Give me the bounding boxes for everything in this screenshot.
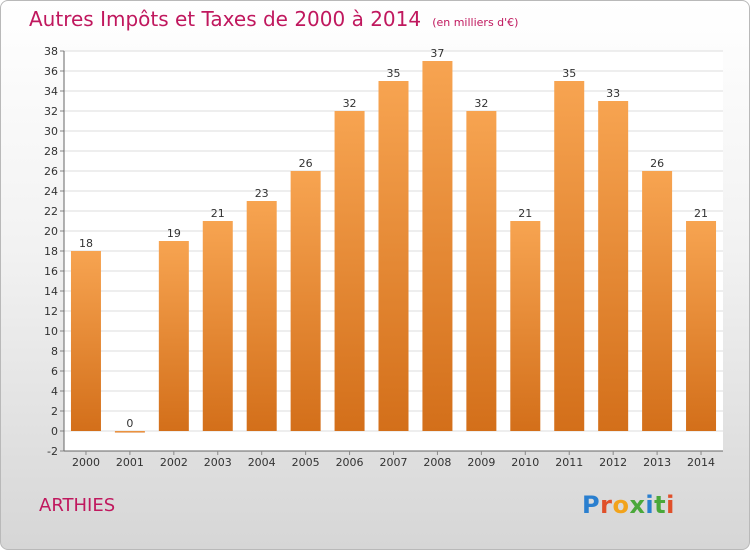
bar-value-label: 26 — [299, 157, 313, 170]
bar — [378, 81, 409, 431]
y-tick-label: 22 — [44, 205, 58, 218]
x-tick-label: 2003 — [204, 456, 232, 469]
y-tick-label: 34 — [44, 85, 58, 98]
y-tick-label: 32 — [44, 105, 58, 118]
bar-value-label: 35 — [562, 67, 576, 80]
bar-value-label: 21 — [211, 207, 225, 220]
y-tick-label: 36 — [44, 65, 58, 78]
bar — [642, 171, 673, 431]
x-tick-label: 2005 — [292, 456, 320, 469]
bar-value-label: 33 — [606, 87, 620, 100]
logo-letter: o — [612, 491, 630, 519]
bar — [114, 431, 145, 433]
logo-letter: i — [666, 491, 675, 519]
x-tick-label: 2007 — [380, 456, 408, 469]
y-tick-label: 30 — [44, 125, 58, 138]
bar-value-label: 32 — [474, 97, 488, 110]
x-tick-label: 2012 — [599, 456, 627, 469]
y-tick-label: 28 — [44, 145, 58, 158]
logo-letter: r — [600, 491, 613, 519]
bar-value-label: 23 — [255, 187, 269, 200]
x-tick-label: 2002 — [160, 456, 188, 469]
y-tick-label: 8 — [51, 345, 58, 358]
bar-value-label: 0 — [126, 417, 133, 430]
bar — [70, 251, 101, 431]
logo-letter: x — [629, 491, 646, 519]
logo-letter: P — [582, 491, 601, 519]
y-tick-label: 14 — [44, 285, 58, 298]
y-tick-label: 0 — [51, 425, 58, 438]
bar — [510, 221, 541, 431]
y-tick-label: 4 — [51, 385, 58, 398]
bar — [554, 81, 585, 431]
bar-value-label: 19 — [167, 227, 181, 240]
commune-name: ARTHIES — [39, 495, 116, 516]
x-tick-label: 2014 — [687, 456, 715, 469]
chart-title-text: Autres Impôts et Taxes de 2000 à 2014 — [29, 7, 422, 31]
bar-value-label: 21 — [518, 207, 532, 220]
bar — [158, 241, 189, 431]
proxiti-logo: Proxiti — [582, 491, 675, 519]
bar-value-label: 35 — [387, 67, 401, 80]
bar — [202, 221, 233, 431]
logo-letter: t — [654, 491, 667, 519]
bar — [334, 111, 365, 431]
x-tick-label: 2011 — [555, 456, 583, 469]
bar-value-label: 26 — [650, 157, 664, 170]
x-tick-label: 2000 — [72, 456, 100, 469]
x-tick-label: 2010 — [511, 456, 539, 469]
bar — [290, 171, 321, 431]
chart-unit: (en milliers d'€) — [432, 16, 519, 29]
x-tick-label: 2013 — [643, 456, 671, 469]
logo-letter: i — [645, 491, 655, 519]
y-tick-label: 38 — [44, 45, 58, 58]
x-tick-label: 2004 — [248, 456, 276, 469]
y-tick-label: 16 — [44, 265, 58, 278]
bar — [246, 201, 277, 431]
y-tick-label: 20 — [44, 225, 58, 238]
y-tick-label: 18 — [44, 245, 58, 258]
x-tick-label: 2001 — [116, 456, 144, 469]
y-tick-label: 12 — [44, 305, 58, 318]
bar — [466, 111, 497, 431]
bar-value-label: 32 — [343, 97, 357, 110]
bar-value-label: 37 — [430, 47, 444, 60]
y-tick-label: 10 — [44, 325, 58, 338]
y-tick-label: 24 — [44, 185, 58, 198]
y-tick-label: 26 — [44, 165, 58, 178]
bar-value-label: 18 — [79, 237, 93, 250]
y-tick-label: 2 — [51, 405, 58, 418]
bar — [686, 221, 717, 431]
x-tick-label: 2006 — [336, 456, 364, 469]
bar-value-label: 21 — [694, 207, 708, 220]
y-tick-label: 6 — [51, 365, 58, 378]
bar — [422, 61, 453, 431]
chart-title: Autres Impôts et Taxes de 2000 à 2014 (e… — [29, 7, 518, 31]
x-tick-label: 2008 — [423, 456, 451, 469]
bar — [598, 101, 629, 431]
x-tick-label: 2009 — [467, 456, 495, 469]
y-tick-label: -2 — [47, 445, 58, 458]
